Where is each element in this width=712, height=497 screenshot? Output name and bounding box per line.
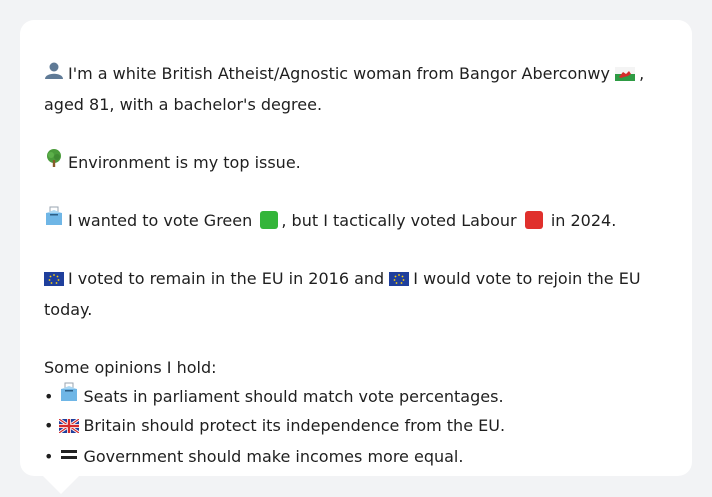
- bullet: •: [44, 447, 54, 466]
- top-issue-paragraph: Environment is my top issue.: [44, 148, 692, 177]
- wales-flag-icon: [615, 61, 636, 90]
- equals-icon: [59, 442, 79, 471]
- list-item: • Britain should protect its independenc…: [44, 411, 692, 442]
- eu-text-part3: today.: [44, 300, 93, 319]
- top-issue-text: Environment is my top issue.: [68, 153, 301, 172]
- eu-text-part2: I would vote to rejoin the EU: [413, 269, 641, 288]
- eu-flag-icon: [389, 266, 410, 295]
- intro-line1: I'm a white British Atheist/Agnostic wom…: [68, 64, 610, 83]
- red-square-icon: [524, 211, 543, 229]
- green-square-icon: [260, 211, 279, 229]
- tree-icon: [44, 148, 64, 177]
- opinion-text: Britain should protect its independence …: [83, 416, 506, 435]
- speech-bubble-tail: [43, 476, 79, 494]
- bullet: •: [44, 416, 54, 435]
- list-item: • Seats in parliament should match vote …: [44, 382, 692, 411]
- list-item: • Government should make incomes more eq…: [44, 442, 692, 471]
- eu-flag-icon: [44, 266, 64, 295]
- vote-text-part2: , but I tactically voted Labour: [281, 211, 517, 230]
- opinions-section: Some opinions I hold: • Seats in parliam…: [44, 353, 692, 471]
- persona-card: I'm a white British Atheist/Agnostic wom…: [20, 20, 692, 476]
- vote-text-part3: in 2024.: [550, 211, 617, 230]
- intro-paragraph: I'm a white British Atheist/Agnostic wom…: [44, 59, 692, 119]
- bullet: •: [44, 387, 54, 406]
- vote-text-part1: I wanted to vote Green: [68, 211, 253, 230]
- opinion-text: Government should make incomes more equa…: [83, 447, 464, 466]
- eu-paragraph: I voted to remain in the EU in 2016 and …: [44, 264, 692, 324]
- ballot-box-icon: [44, 206, 64, 235]
- uk-flag-icon: [58, 413, 81, 442]
- intro-line1-end: ,: [639, 64, 645, 83]
- opinion-text: Seats in parliament should match vote pe…: [83, 387, 504, 406]
- vote-paragraph: I wanted to vote Green , but I tacticall…: [44, 206, 692, 235]
- ballot-box-icon: [59, 382, 79, 411]
- opinions-header: Some opinions I hold:: [44, 358, 217, 377]
- person-icon: [44, 59, 64, 88]
- intro-line2: aged 81, with a bachelor's degree.: [44, 95, 323, 114]
- eu-text-part1: I voted to remain in the EU in 2016 and: [68, 269, 385, 288]
